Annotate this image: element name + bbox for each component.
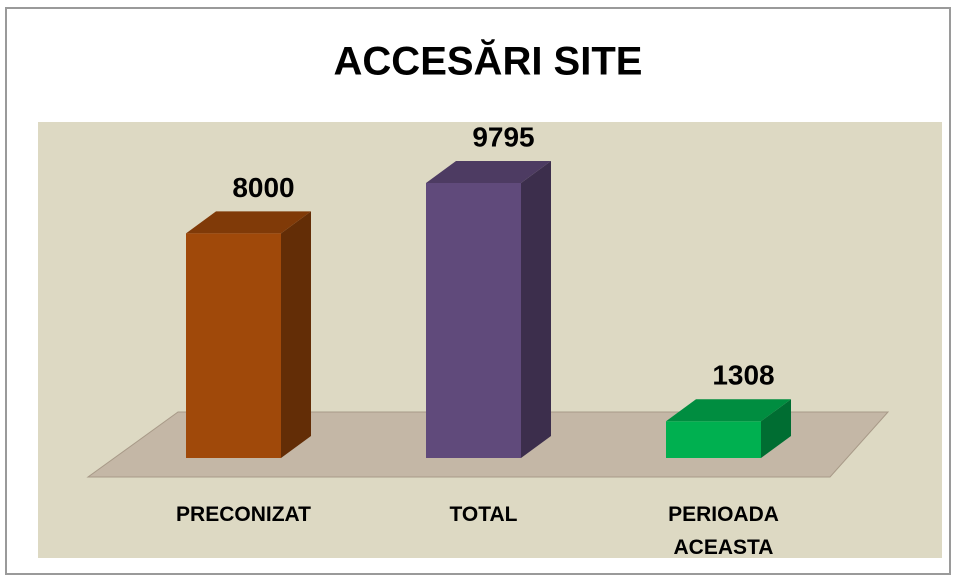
bar bbox=[666, 421, 761, 458]
bar-side bbox=[521, 161, 551, 458]
x-tick-label: PERIOADA ACEASTA bbox=[668, 503, 779, 559]
bar-top bbox=[426, 161, 551, 183]
bar-top bbox=[186, 211, 311, 234]
bar-side bbox=[761, 399, 791, 458]
bar-top bbox=[666, 399, 791, 422]
bar-side bbox=[281, 211, 311, 458]
bar bbox=[186, 233, 281, 458]
bar bbox=[426, 183, 521, 458]
x-tick-label: TOTAL bbox=[449, 503, 518, 526]
value-label: 8000 bbox=[232, 172, 294, 203]
value-label: 1308 bbox=[712, 360, 774, 391]
value-label: 9795 bbox=[472, 121, 534, 152]
x-tick-label: PRECONIZAT bbox=[176, 503, 311, 526]
chart-title: ACCESĂRI SITE bbox=[334, 39, 643, 84]
